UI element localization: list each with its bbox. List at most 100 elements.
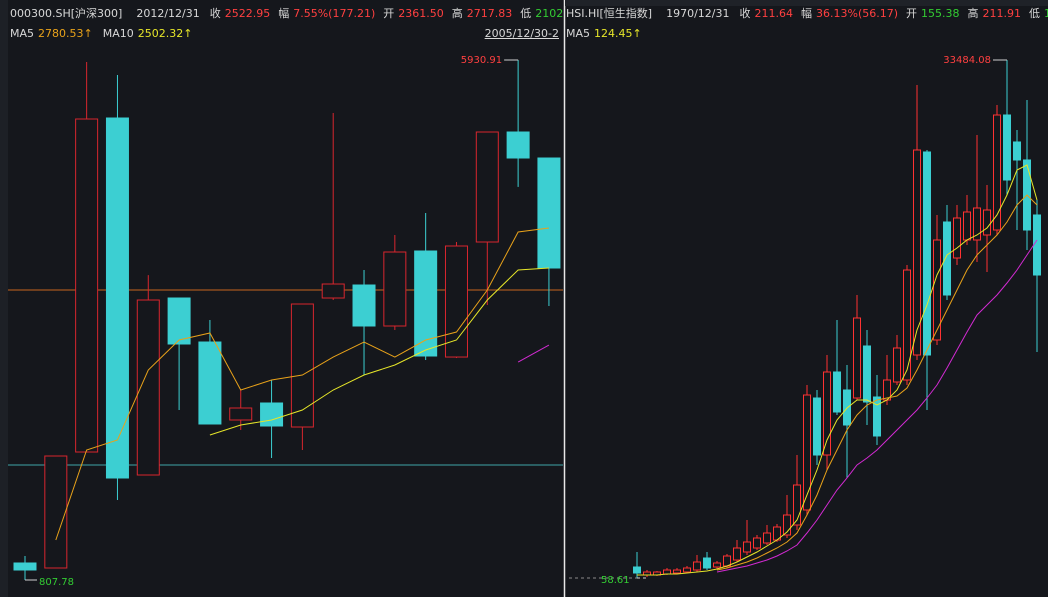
min-label: 58.61 [601,575,630,586]
field-value: 36.13%(56.17) [816,7,899,20]
candle-body [993,114,1001,231]
candle-body [44,455,68,569]
legend-value: 124.45↑ [594,27,642,40]
candle-body [903,269,911,381]
candle-body [983,209,991,236]
left-edge [0,0,8,597]
max-label: 5930.91 [461,55,502,66]
quote-row: 000300.SH[沪深300] 2012/12/31 收 2522.95 幅 7.55%… [10,5,563,25]
candle-body [783,514,791,536]
candle-body [833,371,841,413]
field-label: 高 [451,7,463,20]
candle-body [229,407,253,421]
candle-body [13,562,37,571]
candle-body [963,211,971,241]
candle-body [260,402,284,427]
candle-body [444,245,468,358]
candle-body [713,562,721,568]
candle-body [136,299,160,476]
candle-body [763,532,771,544]
field-value: 154. [1044,7,1048,20]
field-label: 幅 [278,7,290,20]
legend-row: MA5 124.45↑ [566,25,1048,45]
candle-body [823,371,831,456]
candle-body [352,284,376,327]
candle-body [943,221,951,296]
ma-line [716,239,1038,573]
candle-body [913,149,921,356]
code: HSI.HI[恒生指数] [566,7,653,20]
ma-line [55,227,550,541]
candle-body [893,347,901,383]
field-label: 幅 [801,7,812,20]
legend-name: MA5 [10,27,35,40]
candle-body [537,157,561,269]
candle-body [673,569,681,574]
left-panel: 5930.91 807.78 [8,55,563,588]
right-panel: 33484.08 58.61 [569,55,1041,586]
min-label: 807.78 [39,577,74,588]
menu-strip [565,0,1048,6]
field-label: 低 [1029,7,1041,20]
field-value: 2717.83 [466,7,513,20]
code: 000300.SH[沪深300] [10,7,123,20]
candle-body [1003,114,1011,181]
candle-body [953,217,961,259]
field-label: 收 [209,7,221,20]
candle-body [813,397,821,456]
date: 2012/12/31 [136,7,200,20]
candle-body [693,561,701,571]
field-value: 211.64 [754,7,794,20]
field-value: 7.55%(177.21) [293,7,376,20]
legend-value: 2780.53↑ [38,27,93,40]
field-label: 低 [520,7,532,20]
field-label: 高 [967,7,979,20]
candle-body [793,484,801,526]
field-label: 收 [739,7,751,20]
candle-body [1033,214,1041,276]
legend-row: MA5 2780.53↑ MA10 2502.32↑ 2005/12/30-2 [10,25,563,45]
candle-body [933,239,941,341]
candle-body [703,557,711,569]
max-label: 33484.08 [943,55,991,66]
field-label: 开 [383,7,395,20]
candle-body [923,151,931,356]
candle-body [75,118,99,453]
candle-body [414,250,438,357]
legend-name: MA5 [566,27,591,40]
candle-body [198,341,222,425]
candle-body [973,207,981,241]
candle-body [506,131,530,159]
field-value: 2102.14 [535,7,563,20]
candle-body [663,569,671,575]
candle-body [853,317,861,399]
candle-body [105,117,129,479]
field-value: 155.38 [921,7,960,20]
candle-body [1013,141,1021,161]
candle-body [743,541,751,553]
candle-body [733,547,741,561]
candle-body [683,567,691,573]
ma-line [716,194,1038,571]
field-label: 开 [906,7,918,20]
candle-body [753,537,761,549]
quote-row: HSI.HI[恒生指数] 1970/12/31 收 211.64 幅 36.13%(56.… [566,5,1048,25]
field-value: 211.91 [982,7,1022,20]
candle-body [167,297,191,345]
left-header: 000300.SH[沪深300] 2012/12/31 收 2522.95 幅 7.55%… [10,5,563,45]
candle-body [290,303,314,428]
ma-line [517,344,550,363]
field-value: 2522.95 [224,7,271,20]
date: 1970/12/31 [666,7,730,20]
ma-line [637,164,1038,576]
date-range: 2005/12/30-2 [484,27,559,40]
candle-body [383,251,407,327]
field-value: 2361.50 [398,7,444,20]
candle-body [633,566,641,574]
ma-line [209,267,549,436]
candle-body [321,283,345,299]
candle-body [863,345,871,403]
candle-body [475,131,499,243]
